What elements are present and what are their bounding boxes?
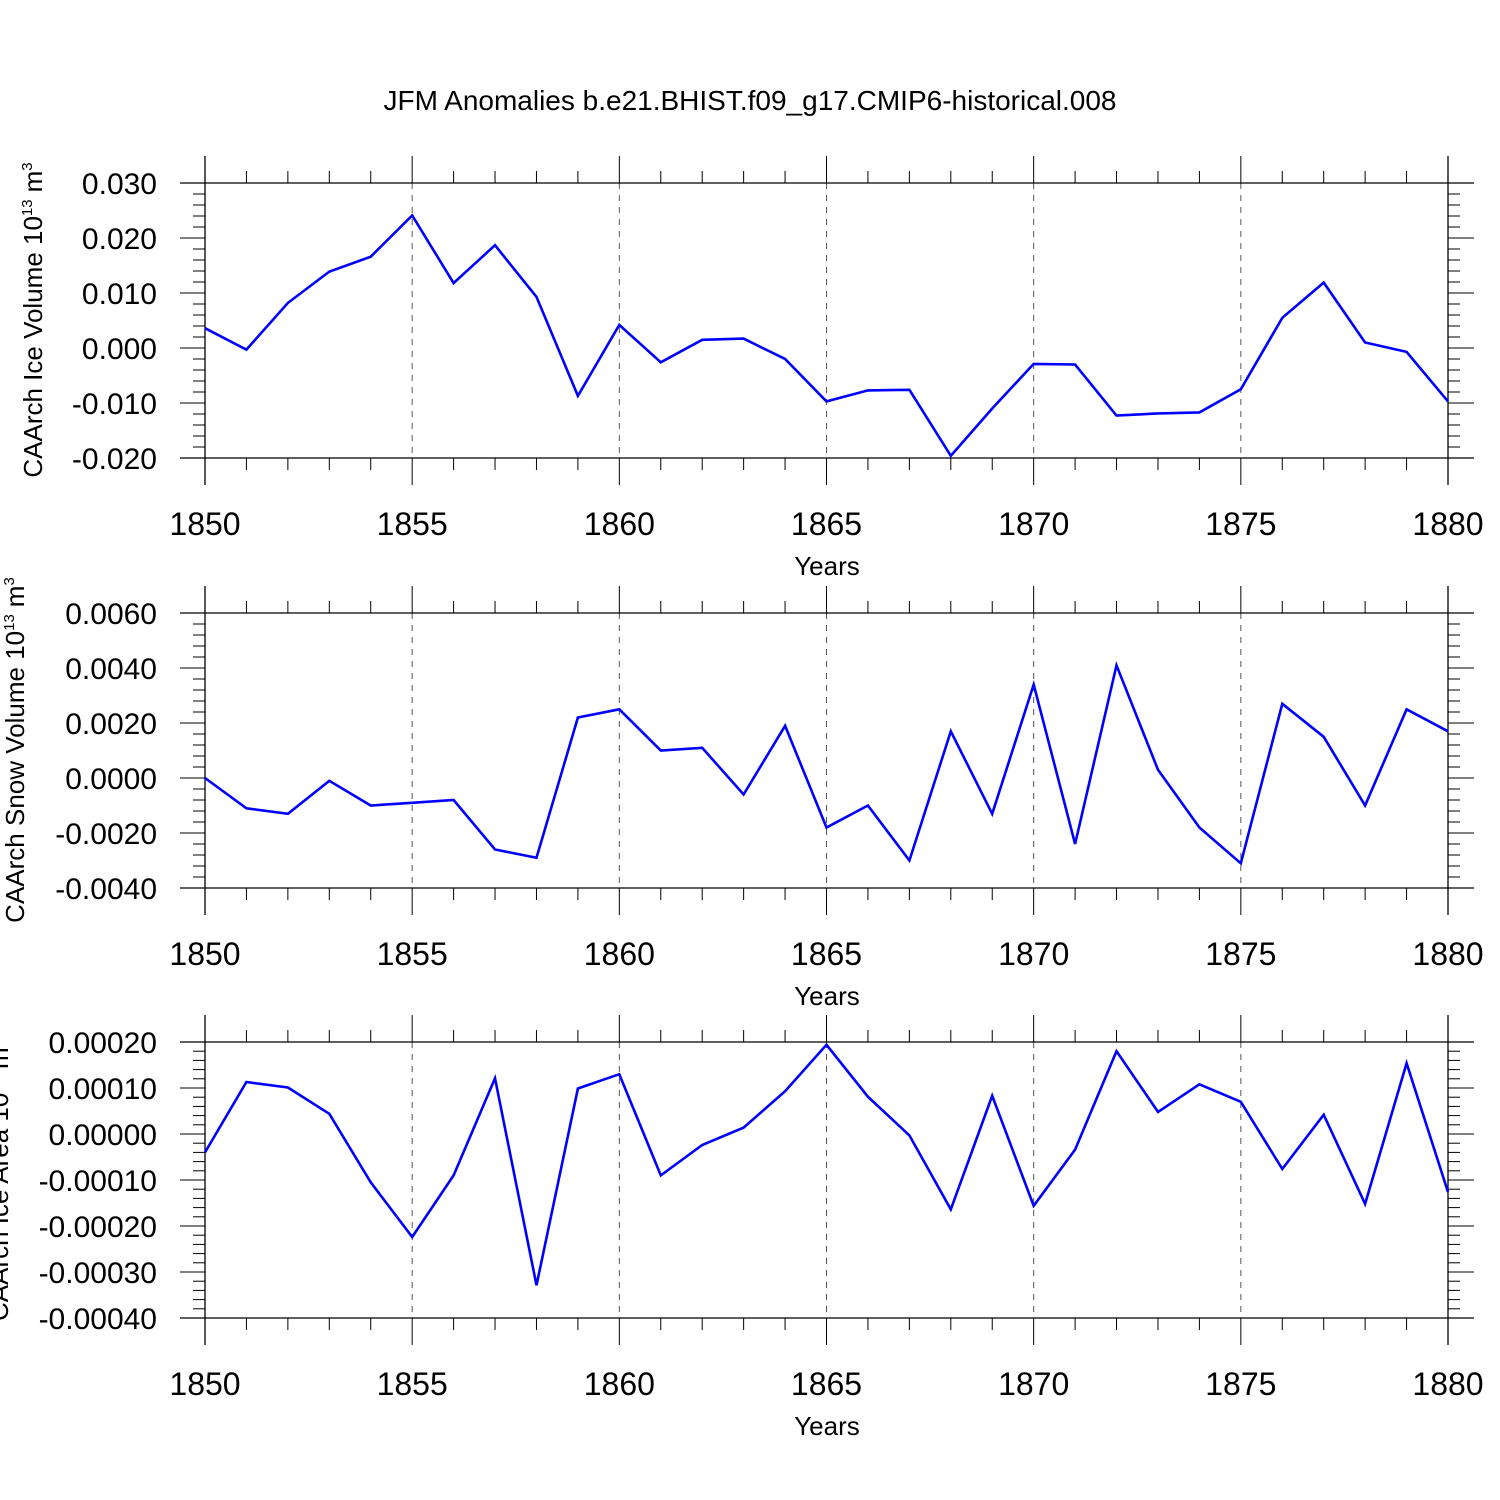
- x-tick-label: 1870: [998, 506, 1069, 542]
- x-tick-label: 1870: [998, 1366, 1069, 1402]
- y-label-text: CAArch Ice Volume 10: [18, 216, 48, 478]
- panel-ice-area: CAArch Ice Area 1013m2 Years -0.00040-0.…: [0, 1015, 1484, 1441]
- x-tick-label: 1875: [1205, 506, 1276, 542]
- y-tick-label: 0.00020: [49, 1027, 157, 1060]
- y-tick-label: 0.020: [82, 223, 157, 256]
- y-label-text: CAArch Snow Volume 10: [0, 631, 30, 923]
- y-axis-label-snow-volume: CAArch Snow Volume 1013 m3: [0, 577, 30, 923]
- y-tick-label: 0.0040: [65, 653, 157, 686]
- y-tick-label: 0.00000: [49, 1119, 157, 1152]
- x-tick-label: 1860: [584, 506, 655, 542]
- x-tick-label: 1865: [791, 936, 862, 972]
- x-tick-label: 1850: [169, 936, 240, 972]
- x-tick-label: 1880: [1412, 936, 1483, 972]
- x-tick-label: 1870: [998, 936, 1069, 972]
- x-tick-label: 1855: [377, 1366, 448, 1402]
- y-tick-label: 0.010: [82, 278, 157, 311]
- x-tick-label: 1850: [169, 506, 240, 542]
- panel-ice-volume: CAArch Ice Volume 1013m3 Years -0.020-0.…: [18, 156, 1484, 581]
- x-axis-label-ice-area: Years: [794, 1411, 860, 1441]
- y-tick-label: 0.000: [82, 333, 157, 366]
- y-label-unit: m: [18, 171, 48, 193]
- x-tick-label: 1855: [377, 506, 448, 542]
- y-label-unit-exponent: 3: [1, 577, 18, 585]
- y-tick-label: -0.020: [72, 443, 157, 476]
- panel-snow-volume: CAArch Snow Volume 1013m3 Years -0.0040-…: [0, 577, 1484, 1011]
- y-label-unit-exponent: 2: [0, 1039, 2, 1047]
- x-tick-label: 1875: [1205, 1366, 1276, 1402]
- y-tick-label: 0.0020: [65, 708, 157, 741]
- x-tick-label: 1860: [584, 936, 655, 972]
- series-line: [204, 213, 1449, 458]
- y-tick-label: -0.0020: [55, 818, 157, 851]
- x-tick-label: 1880: [1412, 506, 1483, 542]
- plot-snow-volume: -0.0040 -0.0020 0.0000 0.0020 0.0040 0.0060 18…: [55, 586, 1484, 972]
- x-tick-label: 1875: [1205, 936, 1276, 972]
- y-tick-label: 0.00010: [49, 1073, 157, 1106]
- y-axis-label-ice-area: CAArch Ice Area 1013 m2: [0, 1039, 14, 1321]
- y-tick-label: -0.00020: [39, 1211, 157, 1244]
- y-tick-label: -0.010: [72, 388, 157, 421]
- x-tick-label: 1865: [791, 1366, 862, 1402]
- y-tick-label: 0.030: [82, 168, 157, 201]
- x-tick-label: 1880: [1412, 1366, 1483, 1402]
- x-tick-label: 1860: [584, 1366, 655, 1402]
- y-tick-label: -0.00010: [39, 1165, 157, 1198]
- x-tick-label: 1850: [169, 1366, 240, 1402]
- x-tick-label: 1855: [377, 936, 448, 972]
- y-label-unit-exponent: 3: [19, 162, 36, 170]
- y-label-text: CAArch Ice Area 10: [0, 1093, 14, 1321]
- y-label-exponent: 13: [1, 614, 18, 631]
- y-tick-label: 0.0000: [65, 763, 157, 796]
- y-label-exponent: 13: [19, 199, 36, 216]
- y-tick-label: -0.0040: [55, 873, 157, 906]
- x-axis-label-snow-volume: Years: [794, 981, 860, 1011]
- series-line: [203, 1042, 1450, 1286]
- plot-ice-volume: -0.020 -0.010 0.000 0.010 0.020 0.030 1850 1855…: [72, 156, 1484, 542]
- figure-title: JFM Anomalies b.e21.BHIST.f09_g17.CMIP6-…: [383, 85, 1116, 116]
- y-label-unit: m: [0, 586, 30, 608]
- y-label-exponent: 13: [0, 1076, 2, 1093]
- y-tick-label: -0.00040: [39, 1303, 157, 1336]
- y-tick-label: 0.0060: [65, 598, 157, 631]
- x-axis-label-ice-volume: Years: [794, 551, 860, 581]
- x-tick-label: 1865: [791, 506, 862, 542]
- plot-ice-area: -0.00040 -0.00030 -0.00020 -0.00010 0.00000 0…: [39, 1015, 1484, 1402]
- series-line: [204, 660, 1449, 866]
- y-axis-label-ice-volume: CAArch Ice Volume 1013 m3: [18, 162, 48, 477]
- y-tick-label: -0.00030: [39, 1257, 157, 1290]
- y-label-unit: m: [0, 1047, 14, 1069]
